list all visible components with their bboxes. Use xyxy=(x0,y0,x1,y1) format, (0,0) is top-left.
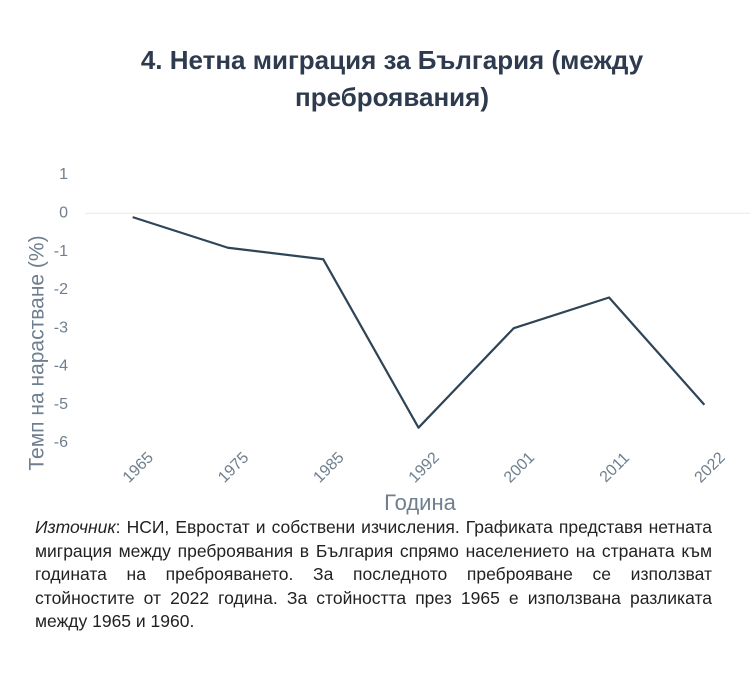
y-tick-label: -5 xyxy=(54,396,68,413)
y-tick-label: 1 xyxy=(59,166,68,183)
y-tick-label: -4 xyxy=(54,358,68,375)
y-tick-label: -1 xyxy=(54,243,68,260)
source-text: : НСИ, Евростат и собствени изчисления. … xyxy=(35,517,712,631)
y-tick-label: -6 xyxy=(54,434,68,451)
x-tick-label: 1965 xyxy=(120,449,157,486)
chart-title: преброявания) xyxy=(295,82,489,112)
line xyxy=(132,216,706,429)
x-tick-label: 1985 xyxy=(310,449,347,486)
source-label: Източник xyxy=(35,517,116,537)
x-tick-label: 2011 xyxy=(597,450,633,486)
source-note: Източник: НСИ, Евростат и собствени изчи… xyxy=(35,516,712,634)
x-tick-label: 2001 xyxy=(501,449,538,486)
y-tick-label: -3 xyxy=(54,319,68,336)
y-tick-label: -2 xyxy=(54,281,68,298)
x-axis-title: Година xyxy=(384,490,456,515)
chart-title: 4. Нетна миграция за България (между xyxy=(141,45,644,75)
chart: 4. Нетна миграция за България (между пре… xyxy=(26,45,750,515)
x-tick-label: 2022 xyxy=(692,449,729,486)
x-tick-label: 1992 xyxy=(406,449,443,486)
x-tick-label: 1975 xyxy=(215,449,252,486)
y-axis-title: Темп на нарастване (%) xyxy=(26,235,49,470)
y-tick-label: 0 xyxy=(59,205,68,222)
